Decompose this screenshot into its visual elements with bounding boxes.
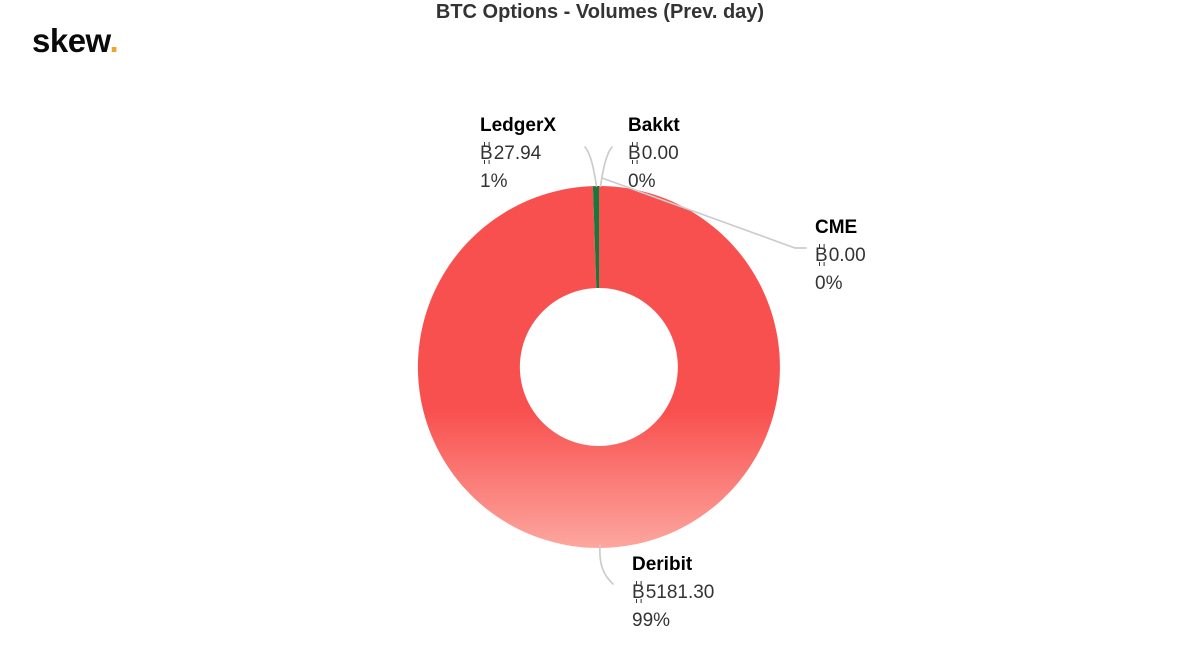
series-name: CME: [815, 217, 858, 238]
connector-bakkt: [599, 146, 613, 187]
btc-currency-icon: B: [632, 579, 645, 607]
pie-slices[interactable]: [417, 185, 780, 549]
series-value: B5181.30: [632, 579, 714, 607]
series-value-number: 27.94: [493, 143, 542, 164]
series-value: B0.00: [815, 242, 866, 270]
chart-title: BTC Options - Volumes (Prev. day): [435, 1, 765, 23]
label-bakkt: Bakkt B0.00 0%: [628, 112, 680, 196]
series-value: B0.00: [628, 140, 680, 168]
series-value-number: 0.00: [641, 143, 679, 164]
series-name: Deribit: [632, 554, 693, 575]
label-deribit: Deribit B5181.30 99%: [632, 551, 714, 635]
connector-ledgerx: [584, 146, 598, 187]
skew-logo-text: skew: [32, 22, 110, 59]
connector-deribit: [598, 544, 614, 585]
series-share: 0%: [628, 171, 656, 192]
btc-currency-icon: B: [628, 140, 641, 168]
label-ledgerx: LedgerX B27.94 1%: [480, 112, 556, 196]
skew-logo-dot: .: [109, 22, 119, 59]
connector-cme: [601, 177, 807, 249]
series-name: Bakkt: [628, 115, 680, 136]
label-connectors: [584, 146, 807, 585]
series-value-number: 5181.30: [645, 582, 715, 603]
series-name: LedgerX: [480, 115, 557, 136]
btc-currency-icon: B: [815, 242, 828, 270]
series-value-number: 0.00: [828, 245, 866, 266]
pie-slice-ledgerx[interactable]: [592, 185, 599, 289]
series-value: B27.94: [480, 140, 556, 168]
series-share: 99%: [632, 610, 671, 631]
label-cme: CME B0.00 0%: [815, 214, 866, 298]
btc-currency-icon: B: [480, 140, 493, 168]
series-share: 0%: [815, 273, 843, 294]
skew-logo: skew.: [32, 22, 119, 60]
series-share: 1%: [480, 171, 508, 192]
pie-slice-deribit[interactable]: [417, 186, 780, 549]
